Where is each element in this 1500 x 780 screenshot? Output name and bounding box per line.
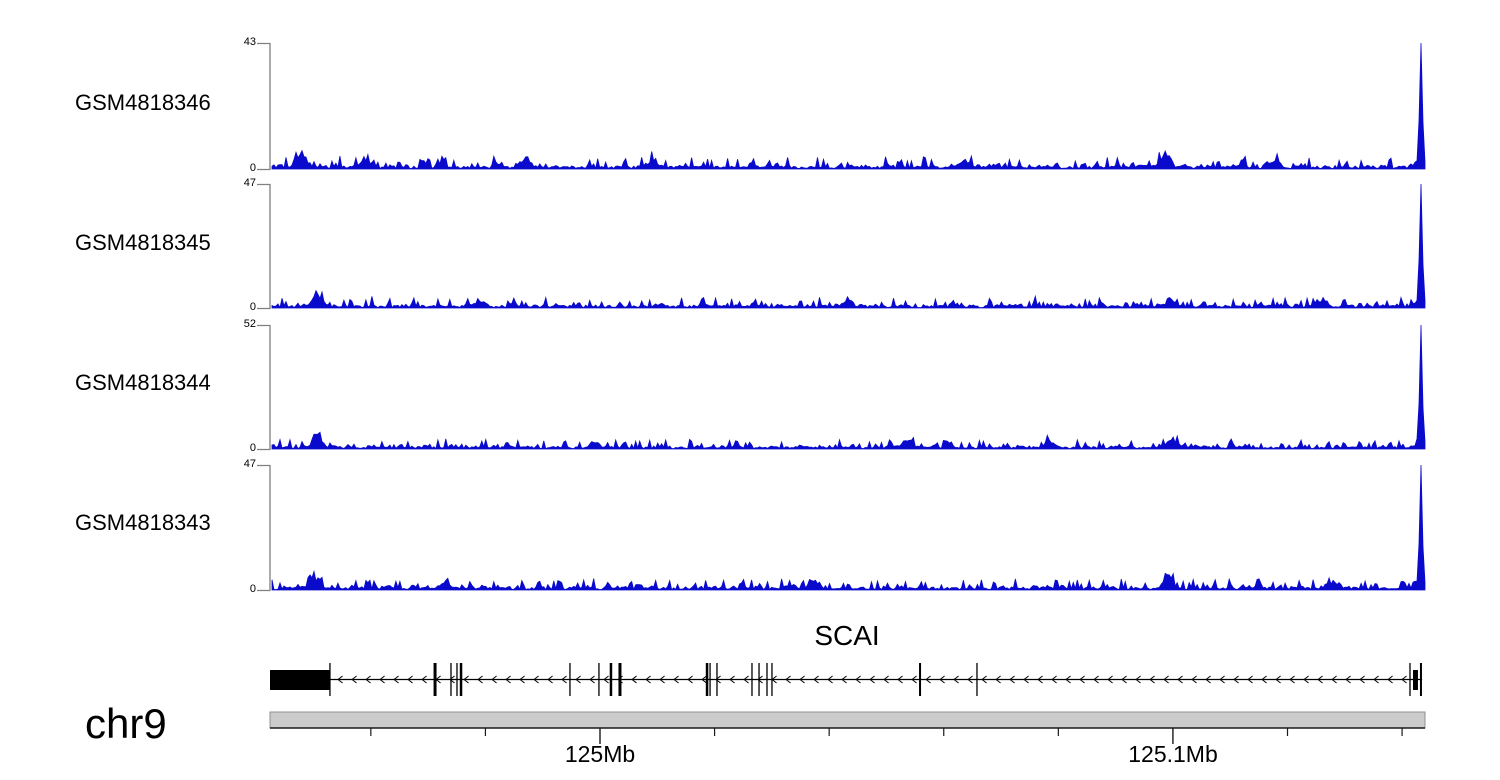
yzero-label-track1: 0 <box>249 162 256 174</box>
axis-label-125-1mb: 125.1Mb <box>1128 741 1218 767</box>
ymax-label-track4: 47 <box>243 458 256 470</box>
gene-utr-box <box>270 670 331 690</box>
gene-end-box <box>1412 670 1418 690</box>
ymax-label-track1: 43 <box>243 36 256 48</box>
track-label-gsm4818346: GSM4818346 <box>75 90 211 115</box>
yzero-label-track2: 0 <box>249 301 256 313</box>
chromosome-bar <box>269 711 1426 729</box>
track-label-gsm4818345: GSM4818345 <box>75 230 211 255</box>
signal-area-gsm4818346 <box>271 42 1426 170</box>
gene-name-label: SCAI <box>814 620 880 651</box>
signal-area-gsm4818345 <box>271 183 1426 310</box>
track-label-gsm4818343: GSM4818343 <box>75 510 211 535</box>
y-axis-gsm4818343 <box>257 464 271 592</box>
y-axis-gsm4818345 <box>257 183 271 310</box>
y-axis-gsm4818346 <box>257 42 271 171</box>
yzero-label-track3: 0 <box>249 442 256 454</box>
track-label-gsm4818344: GSM4818344 <box>75 370 211 395</box>
yzero-label-track4: 0 <box>249 583 256 595</box>
y-axis-gsm4818344 <box>257 324 271 451</box>
chromosome-label: chr9 <box>85 700 167 747</box>
ymax-label-track3: 52 <box>243 318 256 330</box>
axis-label-125mb: 125Mb <box>564 741 636 767</box>
signal-area-gsm4818344 <box>271 324 1426 450</box>
ymax-label-track2: 47 <box>243 177 256 189</box>
gene-strand-arrows <box>337 675 1407 684</box>
signal-area-gsm4818343 <box>271 464 1426 591</box>
